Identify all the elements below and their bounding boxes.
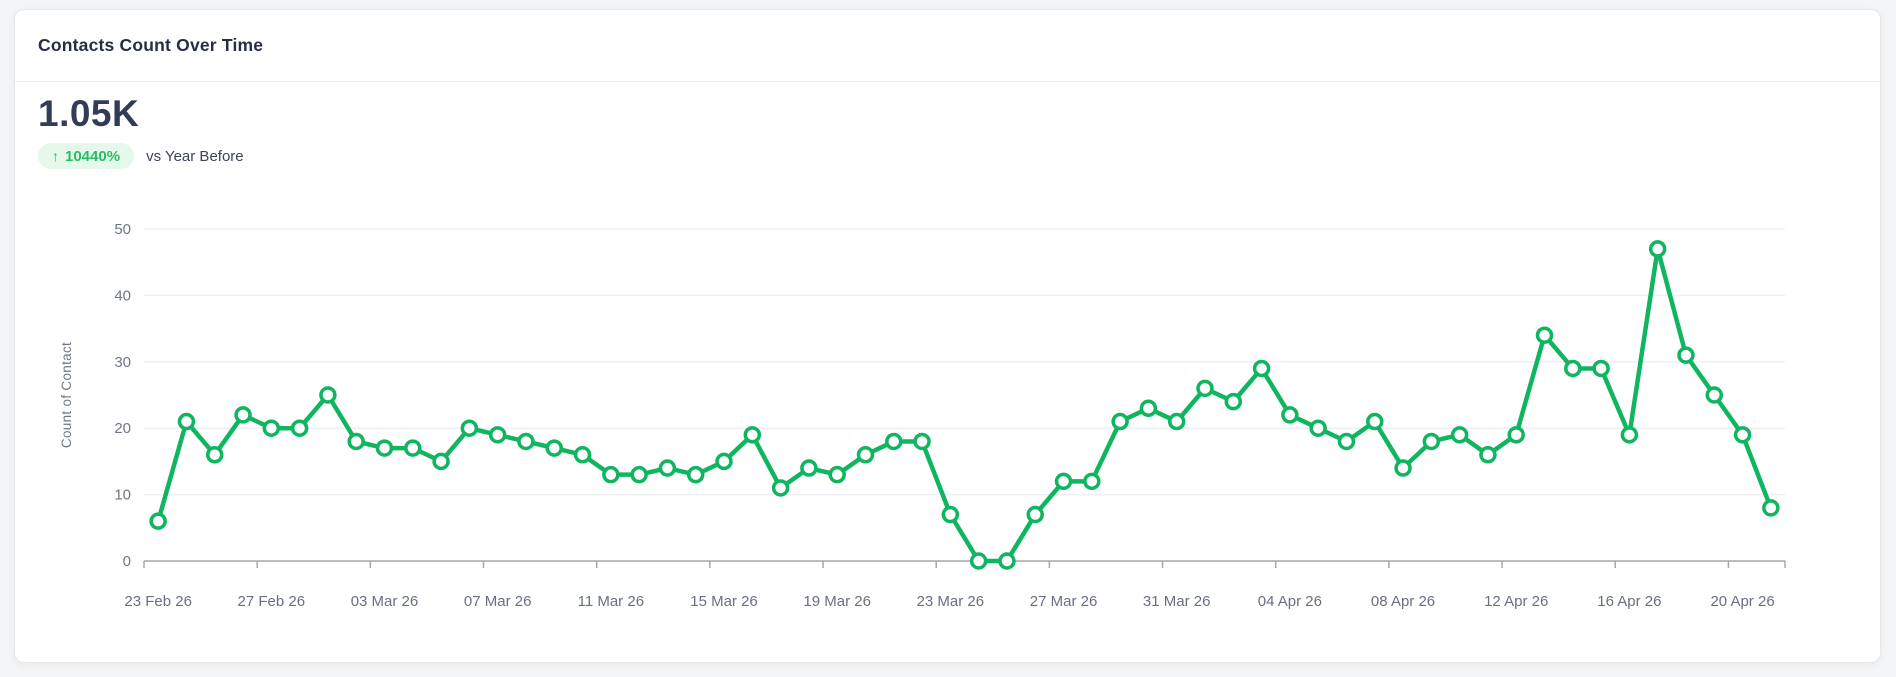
data-point-marker[interactable]	[1083, 472, 1101, 491]
data-point-marker[interactable]	[913, 432, 931, 451]
y-tick-label: 20	[114, 420, 131, 437]
data-point-marker[interactable]	[715, 452, 733, 471]
y-tick-label: 40	[114, 287, 131, 304]
data-point-marker[interactable]	[1648, 240, 1667, 258]
data-point-marker[interactable]	[488, 426, 507, 444]
data-point-marker[interactable]	[1422, 432, 1441, 451]
card-header: Contacts Count Over Time	[15, 10, 1880, 82]
card-body: 1.05K ↑ 10440% vs Year Before 0 10 20 30 40 50…	[15, 92, 1880, 621]
data-point-marker[interactable]	[1535, 326, 1554, 344]
data-point-marker[interactable]	[205, 446, 224, 464]
x-tick-label: 27 Feb 26	[238, 593, 306, 610]
data-point-marker[interactable]	[828, 465, 846, 484]
data-point-marker[interactable]	[1677, 346, 1695, 364]
data-point-marker[interactable]	[1450, 426, 1469, 444]
x-tick-label: 19 Mar 26	[803, 593, 871, 610]
x-tick-label: 23 Feb 26	[124, 593, 192, 610]
trend-row: ↑ 10440% vs Year Before	[38, 143, 1880, 169]
data-point-marker[interactable]	[1337, 432, 1356, 451]
y-tick-label: 0	[123, 553, 131, 570]
data-point-marker[interactable]	[1281, 406, 1299, 424]
x-tick-label: 15 Mar 26	[690, 593, 758, 610]
y-tick-label: 10	[114, 487, 131, 504]
data-point-marker[interactable]	[432, 452, 450, 471]
data-point-marker[interactable]	[800, 459, 818, 477]
x-tick-label: 23 Mar 26	[917, 593, 985, 610]
data-point-marker[interactable]	[234, 406, 252, 424]
data-point-marker[interactable]	[1309, 419, 1327, 437]
data-point-marker[interactable]	[1733, 426, 1752, 444]
x-tick-label: 08 Apr 26	[1371, 593, 1435, 610]
data-point-marker[interactable]	[1620, 426, 1639, 444]
data-point-marker[interactable]	[941, 505, 960, 524]
data-point-marker[interactable]	[771, 479, 790, 497]
x-tick-label: 16 Apr 26	[1597, 593, 1661, 610]
data-point-marker[interactable]	[885, 432, 903, 451]
data-point-marker[interactable]	[1111, 412, 1129, 431]
data-point-marker[interactable]	[262, 419, 281, 437]
x-tick-label: 31 Mar 26	[1143, 593, 1211, 610]
y-tick-label: 50	[114, 221, 131, 238]
y-tick-label: 30	[114, 354, 131, 371]
x-tick-label: 07 Mar 26	[464, 593, 532, 610]
data-point-marker[interactable]	[1196, 379, 1214, 398]
x-tick-label: 03 Mar 26	[351, 593, 419, 610]
card-title: Contacts Count Over Time	[38, 35, 264, 55]
data-point-marker[interactable]	[177, 412, 196, 431]
trend-value: 10440%	[65, 147, 121, 165]
trend-badge: ↑ 10440%	[38, 143, 135, 169]
data-point-marker[interactable]	[1705, 386, 1724, 404]
x-tick-label: 27 Mar 26	[1030, 593, 1098, 610]
data-point-marker[interactable]	[1026, 505, 1044, 524]
data-point-marker[interactable]	[347, 432, 365, 451]
data-point-marker[interactable]	[658, 459, 677, 477]
data-point-marker[interactable]	[1564, 359, 1582, 378]
data-point-marker[interactable]	[460, 419, 479, 437]
series-line	[155, 246, 1774, 564]
data-point-marker[interactable]	[856, 446, 875, 464]
data-point-marker[interactable]	[686, 465, 705, 484]
data-point-marker[interactable]	[149, 512, 167, 530]
x-tick-label: 12 Apr 26	[1484, 593, 1548, 610]
data-point-marker[interactable]	[1054, 472, 1073, 491]
data-point-marker[interactable]	[517, 432, 535, 451]
contacts-count-card: Contacts Count Over Time 1.05K ↑ 10440% v…	[14, 9, 1881, 663]
data-point-marker[interactable]	[969, 552, 988, 570]
data-point-marker[interactable]	[375, 439, 394, 457]
data-point-marker[interactable]	[545, 439, 563, 457]
data-point-marker[interactable]	[319, 386, 337, 404]
data-point-marker[interactable]	[1592, 359, 1610, 378]
data-point-marker[interactable]	[1167, 412, 1186, 431]
stat-value: 1.05K	[38, 93, 140, 134]
y-axis-title: Count of Contact	[59, 342, 74, 448]
data-point-marker[interactable]	[743, 426, 762, 444]
line-chart[interactable]: 0 10 20 30 40 50 23 Feb 26 27 Feb 26 03 Mar 26 07…	[15, 176, 1881, 621]
data-point-marker[interactable]	[602, 465, 620, 484]
data-point-marker[interactable]	[1762, 499, 1780, 517]
data-point-marker[interactable]	[1139, 399, 1158, 418]
data-point-marker[interactable]	[1394, 459, 1412, 477]
data-point-marker[interactable]	[573, 446, 592, 464]
arrow-up-icon: ↑	[52, 148, 59, 164]
data-point-marker[interactable]	[1479, 446, 1497, 464]
data-point-marker[interactable]	[1252, 359, 1271, 378]
x-tick-label: 11 Mar 26	[578, 593, 644, 610]
comparison-label: vs Year Before	[146, 147, 244, 165]
data-point-marker[interactable]	[1366, 412, 1384, 431]
x-tick-label: 20 Apr 26	[1710, 593, 1774, 610]
data-point-marker[interactable]	[290, 419, 309, 437]
data-point-marker[interactable]	[1507, 426, 1525, 444]
data-point-marker[interactable]	[404, 439, 422, 457]
data-point-marker[interactable]	[1224, 392, 1243, 411]
data-point-marker[interactable]	[998, 552, 1016, 570]
data-point-marker[interactable]	[630, 465, 648, 484]
chart-area: 0 10 20 30 40 50 23 Feb 26 27 Feb 26 03 Mar 26 07…	[15, 176, 1880, 621]
x-tick-label: 04 Apr 26	[1258, 593, 1322, 610]
